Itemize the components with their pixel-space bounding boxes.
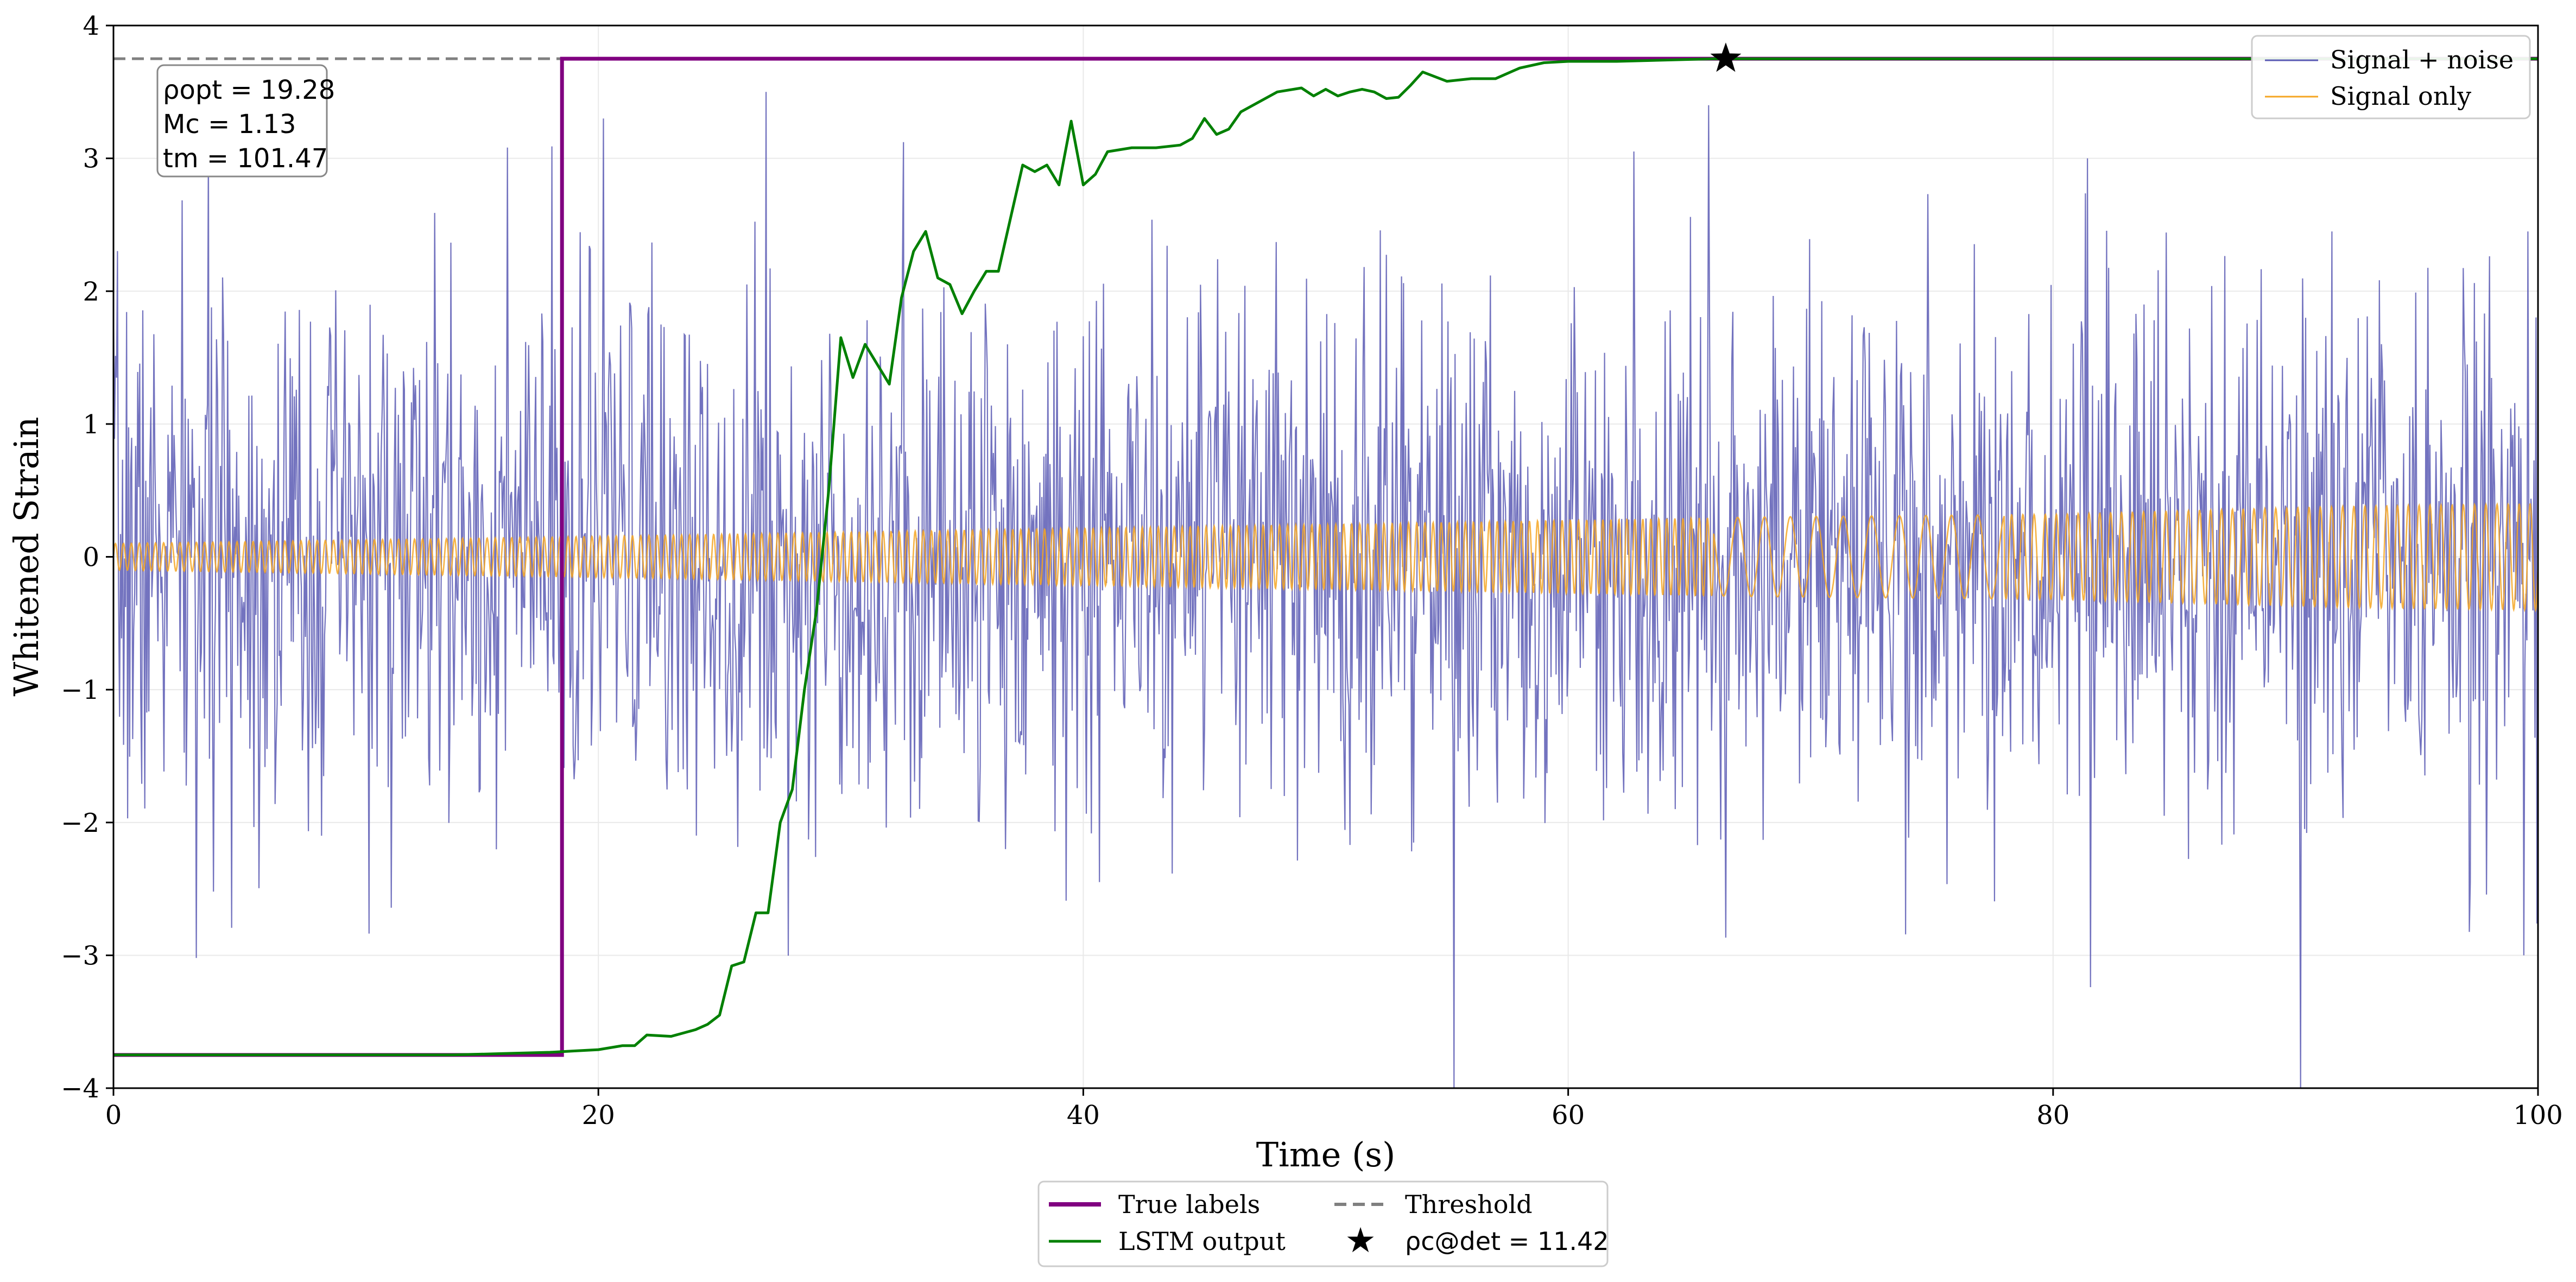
legend-upper-frame: [2251, 35, 2531, 119]
legend-lower-frame: [1037, 1180, 1609, 1267]
series-signal-only: [113, 502, 2538, 613]
y-tick-label-6: 2: [83, 276, 99, 307]
y-tick-label-2: −2: [61, 808, 99, 838]
legend-label-detection: ρc@det = 11.42: [1405, 1227, 1609, 1256]
x-tick-label-0: 0: [105, 1100, 122, 1131]
annotation-box: ρopt = 19.28 Mc = 1.13 tm = 101.47: [156, 64, 335, 178]
annotation-box-frame: [156, 64, 328, 178]
x-tick-label-5: 100: [2513, 1100, 2563, 1131]
annotation-rho-opt: ρopt = 19.28: [163, 75, 335, 105]
x-axis-label: Time (s): [1256, 1135, 1396, 1174]
y-tick-label-1: −3: [61, 940, 99, 971]
legend-label-threshold: Threshold: [1405, 1190, 1533, 1219]
plot-area: [113, 56, 2538, 1088]
y-tick-label-7: 3: [83, 144, 99, 174]
annotation-merger-time: tm = 101.47: [163, 143, 328, 174]
x-tick-label-4: 80: [2036, 1100, 2069, 1131]
x-tick-label-2: 40: [1067, 1100, 1100, 1131]
legend-upper: Signal + noise Signal only: [2251, 35, 2531, 119]
annotation-chirp-mass: Mc = 1.13: [163, 109, 296, 140]
x-tick-label-1: 20: [582, 1100, 615, 1131]
legend-label-signal-noise: Signal + noise: [2330, 45, 2514, 74]
detection-star-marker: [1710, 42, 1742, 72]
legend-label-signal-only: Signal only: [2330, 81, 2471, 111]
legend-lower: True labels Threshold LSTM output ★ ρc@d…: [1037, 1180, 1609, 1267]
y-tick-label-8: 4: [83, 11, 99, 41]
y-tick-label-4: 0: [83, 542, 99, 573]
x-tick-label-3: 60: [1552, 1100, 1585, 1131]
axis-ticks: 0 20 40 60 80 100 −4 −3 −2 −1 0 1 2 3 4: [61, 11, 2563, 1131]
legend-label-true-labels: True labels: [1118, 1190, 1260, 1219]
y-tick-label-5: 1: [83, 409, 99, 440]
legend-swatch-detection-star: ★: [1345, 1221, 1376, 1261]
y-axis-label: Whitened Strain: [7, 417, 46, 697]
y-tick-label-3: −1: [61, 675, 99, 705]
y-tick-label-0: −4: [61, 1073, 99, 1104]
series-signal-noise: [113, 92, 2538, 1088]
legend-label-lstm-output: LSTM output: [1118, 1227, 1286, 1256]
series-lstm-output: [113, 57, 2538, 1057]
